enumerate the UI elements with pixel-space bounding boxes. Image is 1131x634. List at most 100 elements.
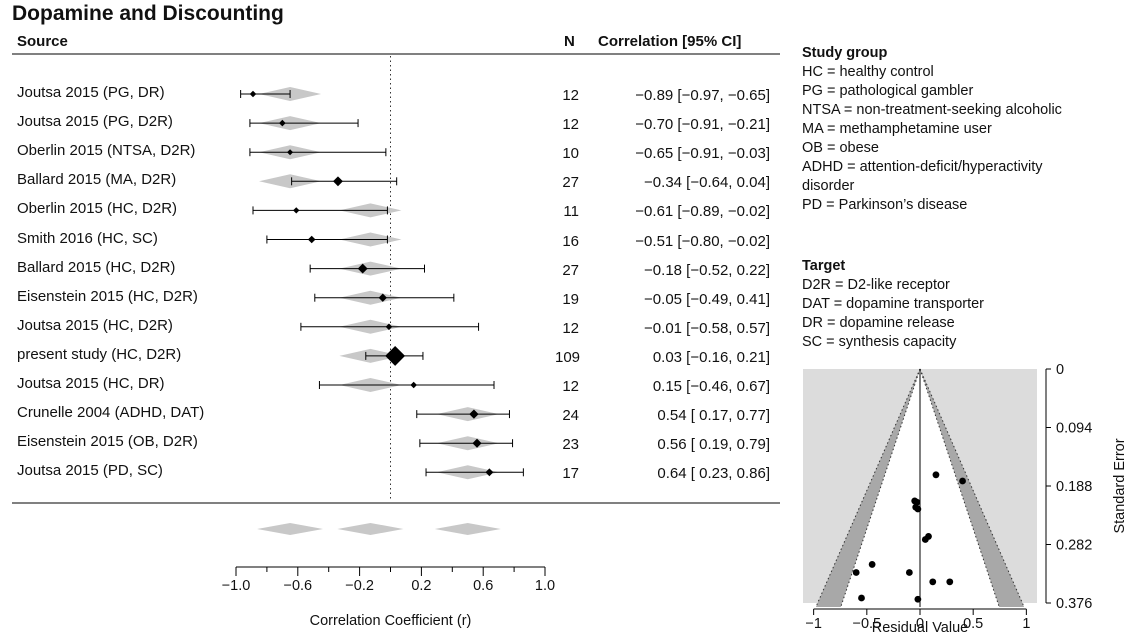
funnel-x-tick-label: −0.5 [853, 616, 882, 632]
funnel-y-tick-label: 0.282 [1056, 538, 1092, 554]
study-n-label: 109 [555, 348, 581, 366]
study-source-label: Eisenstein 2015 (HC, D2R) [17, 287, 198, 305]
study-ci-label: 0.56 [ 0.19, 0.79] [657, 436, 770, 454]
x-axis-label: Correlation Coefficient (r) [310, 613, 472, 629]
study-ci-label: 0.64 [ 0.23, 0.86] [657, 465, 770, 483]
study-ci-label: −0.70 [−0.91, −0.21] [635, 116, 770, 134]
study-source-label: Oberlin 2015 (NTSA, D2R) [17, 142, 196, 160]
funnel-x-tick-label: 0.5 [963, 616, 983, 632]
point-estimate [385, 323, 393, 331]
funnel-point [868, 561, 876, 568]
study-n-label: 12 [562, 378, 579, 395]
funnel-contour-line [919, 368, 1000, 608]
point-estimate [357, 263, 368, 274]
target-legend: Target D2R = D2-like receptor DAT = dopa… [802, 257, 1131, 352]
study-group-legend: Study group HC = healthy control PG = pa… [802, 44, 1131, 215]
legend-entry: PG = pathological gambler [802, 83, 974, 99]
point-estimate [293, 207, 300, 214]
point-estimate [378, 293, 387, 302]
study-n-label: 11 [563, 203, 579, 221]
study-source-label: Crunelle 2004 (ADHD, DAT) [17, 404, 205, 422]
legend-entry: DR = dopamine release [802, 315, 955, 331]
funnel-contour-line [840, 368, 921, 608]
study-source-label: Oberlin 2015 (HC, D2R) [17, 200, 178, 218]
point-estimate [249, 90, 257, 98]
study-ci-label: −0.34 [−0.64, 0.04] [644, 174, 770, 192]
study-n-label: 12 [562, 319, 579, 337]
study-n-label: 23 [562, 436, 579, 454]
study-source-label: Eisenstein 2015 (OB, D2R) [17, 433, 198, 451]
study-source-label: Joutsa 2015 (HC, D2R) [17, 316, 173, 334]
study-ci-label: −0.01 [−0.58, 0.57] [644, 319, 770, 337]
funnel-y-tick-label: 0.188 [1056, 479, 1092, 495]
funnel-point [929, 578, 937, 586]
funnel-y-tick-label: 0.376 [1056, 596, 1092, 612]
legend-entry: ADHD = attention-deficit/hyperactivity d… [802, 159, 1043, 194]
study-source-label: Smith 2016 (HC, SC) [17, 229, 158, 247]
legend-entry: OB = obese [802, 140, 879, 156]
summary-diamond [337, 523, 404, 535]
funnel-y-tick-label: 0 [1056, 362, 1064, 378]
study-source-label: Ballard 2015 (MA, D2R) [17, 171, 177, 189]
funnel-contour-line [919, 368, 1025, 608]
legend-entry: D2R = D2-like receptor [802, 277, 950, 293]
funnel-point [858, 594, 865, 602]
study-ci-label: −0.89 [−0.97, −0.65] [635, 87, 770, 104]
funnel-point [932, 471, 940, 479]
study-ci-label: −0.61 [−0.89, −0.02] [635, 203, 770, 221]
point-estimate [410, 381, 417, 389]
point-estimate [385, 345, 406, 366]
legend-entry: HC = healthy control [802, 64, 934, 80]
funnel-point [914, 505, 922, 513]
study-n-label: 16 [562, 232, 579, 250]
legend-entry: DAT = dopamine transporter [802, 296, 985, 312]
x-tick-label: −0.2 [345, 578, 374, 594]
summary-diamond [257, 523, 324, 535]
x-tick-label: −1.0 [222, 578, 251, 594]
chart-title: Dopamine and Discounting [12, 2, 284, 25]
legend-entry: MA = methamphetamine user [802, 121, 992, 137]
study-n-label: 19 [562, 290, 579, 308]
study-ci-label: −0.18 [−0.52, 0.22] [644, 261, 770, 279]
study-group-title: Study group [802, 45, 888, 61]
study-source-label: Joutsa 2015 (PG, D2R) [17, 113, 173, 131]
study-source-label: Joutsa 2015 (HC, DR) [17, 375, 165, 392]
study-n-label: 27 [562, 261, 579, 279]
point-estimate [472, 438, 482, 448]
summary-diamond [434, 523, 501, 535]
study-source-label: present study (HC, D2R) [17, 345, 182, 363]
study-n-label: 27 [562, 174, 579, 192]
point-estimate [307, 235, 316, 244]
point-estimate [287, 149, 294, 156]
source-header: Source [17, 33, 68, 50]
study-source-label: Joutsa 2015 (PG, DR) [17, 84, 165, 101]
study-ci-label: 0.03 [−0.16, 0.21] [652, 348, 770, 366]
x-tick-label: 1.0 [535, 578, 555, 594]
study-source-label: Joutsa 2015 (PD, SC) [17, 462, 163, 480]
funnel-x-tick-label: 1 [1022, 616, 1030, 632]
legend-entry: PD = Parkinson’s disease [802, 197, 968, 213]
study-n-label: 17 [562, 465, 579, 483]
study-n-label: 10 [562, 145, 579, 163]
target-title: Target [802, 258, 846, 274]
study-ci-label: 0.54 [ 0.17, 0.77] [657, 407, 770, 425]
study-ci-label: −0.51 [−0.80, −0.02] [635, 232, 770, 250]
funnel-point [914, 595, 922, 603]
point-estimate [469, 409, 479, 419]
funnel-y-axis-label: Standard Error [1112, 438, 1128, 533]
funnel-x-axis-label: Residual Value [872, 620, 968, 634]
x-tick-label: 0.6 [473, 578, 493, 594]
study-ci-label: −0.65 [−0.91, −0.03] [635, 145, 770, 163]
study-n-label: 12 [562, 87, 579, 104]
point-estimate [485, 468, 494, 477]
legend-entry: NTSA = non-treatment-seeking alcoholic [802, 102, 1062, 118]
funnel-contour-line [815, 368, 921, 608]
predicted-diamond [259, 174, 322, 189]
funnel-point [852, 569, 860, 576]
funnel-point [959, 477, 966, 485]
study-ci-label: −0.05 [−0.49, 0.41] [644, 290, 770, 308]
study-ci-label: 0.15 [−0.46, 0.67] [652, 378, 770, 395]
funnel-x-tick-label: −1 [805, 616, 822, 632]
funnel-point [905, 569, 913, 576]
